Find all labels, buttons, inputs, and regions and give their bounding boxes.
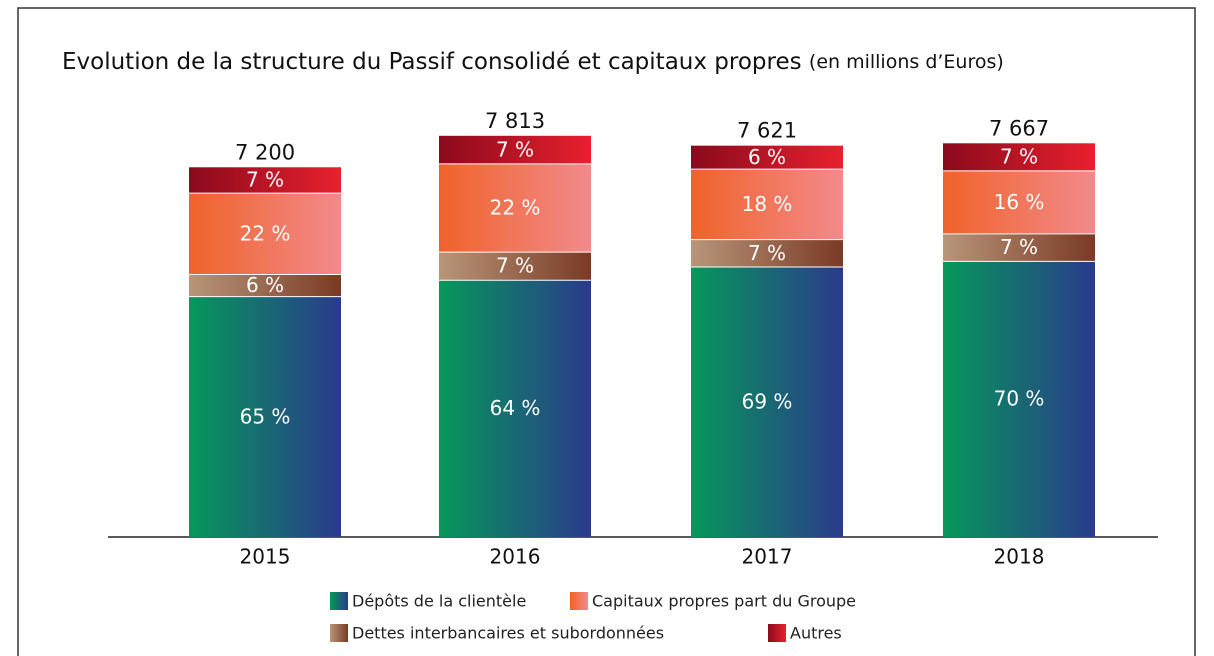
chart-title: Evolution de la structure du Passif cons…	[62, 49, 1004, 75]
value-label: 64 %	[490, 396, 541, 420]
legend-swatch	[570, 592, 588, 610]
value-label: 7 %	[748, 241, 786, 265]
bar-segment	[189, 274, 341, 297]
value-label: 7 %	[246, 168, 284, 192]
bar-segment	[943, 233, 1095, 262]
title: Evolution de la structure du Passif cons…	[62, 49, 802, 75]
x-tick-label: 2015	[240, 545, 291, 569]
value-label: 69 %	[742, 389, 793, 413]
value-label: 16 %	[994, 190, 1045, 214]
bar-segment	[691, 145, 843, 170]
value-label: 7 %	[496, 137, 534, 161]
bar-segment	[943, 143, 1095, 171]
value-label: 6 %	[246, 273, 284, 297]
bar-segment	[189, 167, 341, 194]
value-label: 7 %	[496, 254, 534, 278]
value-label: 7 %	[1000, 145, 1038, 169]
legend-label: Dépôts de la clientèle	[352, 592, 526, 611]
total-label: 7 621	[737, 119, 797, 143]
value-label: 22 %	[240, 221, 291, 245]
value-label: 70 %	[994, 387, 1045, 411]
bar-segment	[189, 296, 341, 537]
subtitle: (en millions d’Euros)	[809, 51, 1004, 73]
bar-segment	[439, 280, 591, 537]
x-tick-label: 2016	[490, 545, 541, 569]
value-label: 65 %	[240, 404, 291, 428]
value-label: 6 %	[748, 145, 786, 169]
bar-segment	[691, 266, 843, 537]
value-label: 18 %	[742, 192, 793, 216]
bar-segment	[691, 169, 843, 240]
legend-label: Autres	[790, 624, 842, 643]
bar-segment	[943, 261, 1095, 537]
total-label: 7 667	[989, 116, 1049, 140]
frame	[17, 7, 1196, 656]
value-label: 7 %	[1000, 235, 1038, 259]
value-label: 22 %	[490, 196, 541, 220]
x-tick-label: 2017	[742, 545, 793, 569]
total-label: 7 813	[485, 109, 545, 133]
bar-segment	[691, 239, 843, 267]
legend-swatch	[768, 624, 786, 642]
total-label: 7 200	[235, 140, 295, 164]
legend-label: Capitaux propres part du Groupe	[592, 592, 856, 611]
bar-segment	[439, 163, 591, 253]
x-tick-label: 2018	[994, 545, 1045, 569]
bar-segment	[439, 135, 591, 164]
legend-label: Dettes interbancaires et subordonnées	[352, 624, 664, 643]
bar-segment	[439, 252, 591, 281]
legend-swatch	[330, 624, 348, 642]
bar-segment	[189, 193, 341, 275]
bar-segment	[943, 170, 1095, 234]
legend-swatch	[330, 592, 348, 610]
